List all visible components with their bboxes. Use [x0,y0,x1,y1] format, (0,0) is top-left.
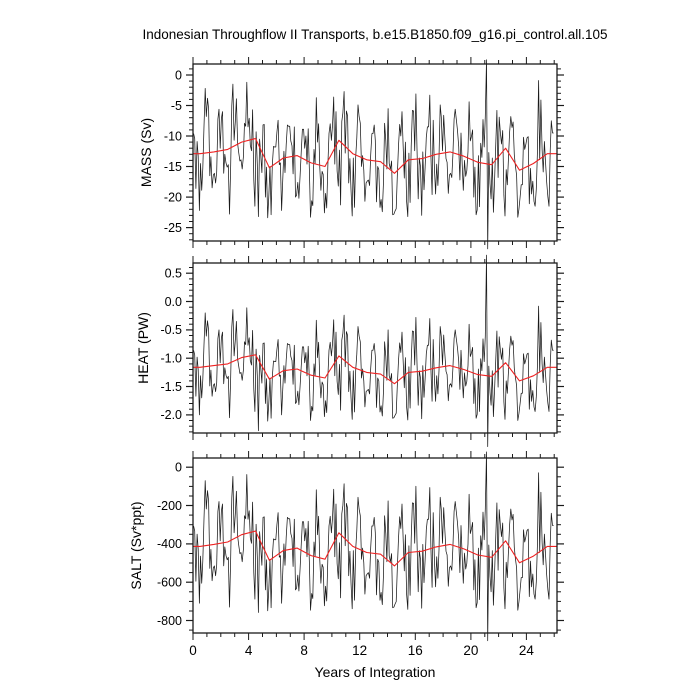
x-tick-label: 24 [519,643,535,658]
y-axis-label-salt: SALT (Sv*ppt) [128,501,144,589]
y-tick-label: -800 [157,614,182,628]
monthly-series-line [193,451,554,642]
y-tick-label: -1.0 [160,352,182,366]
y-tick-label: -400 [157,537,182,551]
y-tick-label: -600 [157,576,182,590]
x-tick-label: 8 [300,643,308,658]
y-tick-label: -10 [164,129,182,143]
y-tick-label: -25 [164,221,182,235]
panel-heat-plot: 0.5 0.0 -0.5 -1.0 -1.5 -2.0 HEAT (PW) [135,254,564,447]
x-tick-label: 0 [189,643,197,658]
y-tick-label: -1.5 [160,380,182,394]
y-tick-label: -200 [157,499,182,513]
plot-frame [192,262,558,434]
y-tick-label: -5 [171,99,182,113]
panel-salt-plot: 0 -200 -400 -600 -800 0 4 8 12 16 20 24 SALT (Sv*ppt… [128,451,564,658]
chart-title: Indonesian Throughflow II Transports, b.… [142,27,608,42]
plot-frame [192,63,558,242]
x-tick-label: 20 [463,643,478,658]
y-tick-label: 0.0 [165,295,182,309]
x-tick-label: 4 [245,643,253,658]
monthly-series-line [193,254,554,447]
annual-mean-line [193,354,557,385]
y-axis-label-heat: HEAT (PW) [135,312,151,384]
monthly-series-line [193,59,554,250]
y-tick-label: -2.0 [160,408,182,422]
annual-mean-line [193,137,557,174]
annual-mean-line [193,530,557,567]
y-tick-label: -0.5 [160,323,182,337]
panel-mass-plot: 0 -5 -10 -15 -20 -25 MASS (Sv) [138,57,564,250]
x-axis-label: Years of Integration [314,664,436,680]
y-tick-label: -20 [164,190,182,204]
x-tick-label: 12 [352,643,367,658]
y-tick-label: 0 [175,68,182,82]
y-axis-label-mass: MASS (Sv) [138,118,154,187]
x-tick-label: 16 [408,643,423,658]
plot-frame [192,457,558,634]
y-tick-label: 0 [175,461,182,475]
y-tick-label: 0.5 [165,267,182,281]
y-tick-label: -15 [164,160,182,174]
